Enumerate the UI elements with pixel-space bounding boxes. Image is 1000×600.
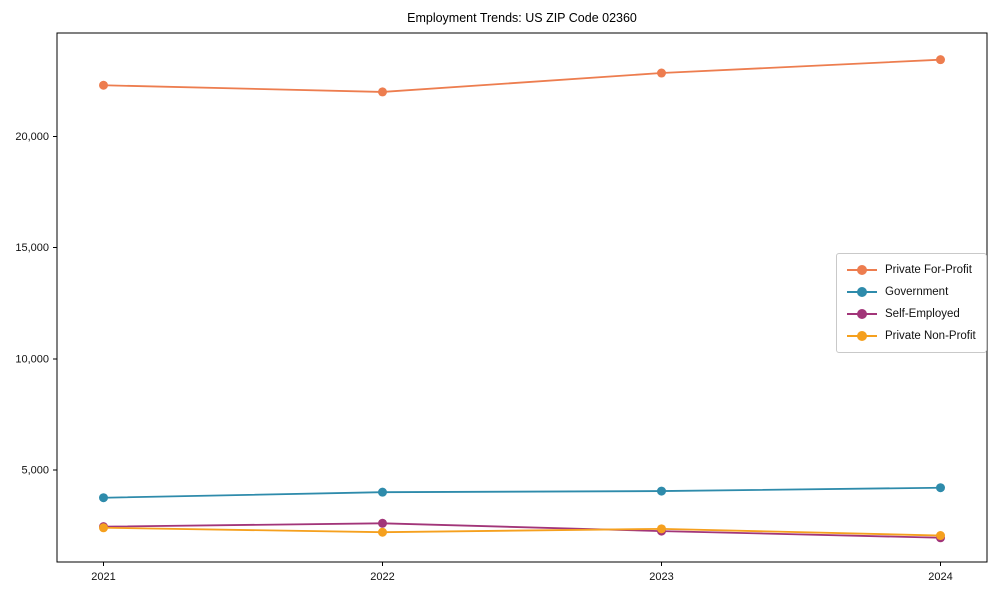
legend-label: Self-Employed [885, 308, 960, 320]
y-tick-label: 5,000 [21, 464, 49, 476]
series-line-government [103, 486, 941, 499]
data-point-private-for-profit-2021 [99, 80, 108, 90]
legend-label: Private For-Profit [885, 264, 972, 276]
y-tick-label: 10,000 [15, 353, 49, 365]
y-tick-label: 15,000 [15, 242, 49, 254]
data-point-private-non-profit-2023 [657, 524, 666, 534]
legend-item-self-employed: Self-Employed [847, 305, 976, 323]
chart-title: Employment Trends: US ZIP Code 02360 [407, 11, 637, 25]
legend-marker-private-non-profit [847, 329, 877, 343]
legend-item-government: Government [847, 283, 976, 301]
legend-item-private-non-profit: Private Non-Profit [847, 327, 976, 345]
data-point-government-2023 [657, 486, 666, 496]
legend-label: Government [885, 286, 949, 298]
legend: Private For-Profit Government Self-Employe… [836, 253, 987, 353]
legend-label: Private Non-Profit [885, 330, 976, 342]
plot-area [56, 32, 988, 563]
data-point-government-2022 [378, 487, 387, 497]
legend-marker-self-employed [847, 307, 877, 321]
data-point-private-non-profit-2024 [936, 531, 945, 541]
data-point-private-for-profit-2023 [657, 68, 666, 78]
y-tick-label: 20,000 [15, 131, 49, 143]
data-point-government-2024 [936, 483, 945, 493]
data-point-government-2021 [99, 493, 108, 503]
series-line-private-non-profit [103, 526, 941, 537]
x-tick-label: 2024 [928, 571, 952, 583]
data-point-private-non-profit-2021 [99, 523, 108, 533]
data-point-self-employed-2022 [378, 518, 387, 528]
data-point-private-for-profit-2022 [378, 87, 387, 97]
data-point-private-non-profit-2022 [378, 527, 387, 537]
legend-marker-government [847, 285, 877, 299]
series-line-self-employed [103, 522, 941, 539]
x-tick-label: 2023 [649, 571, 673, 583]
data-point-private-for-profit-2024 [936, 55, 945, 65]
legend-marker-private-for-profit [847, 263, 877, 277]
legend-item-private-for-profit: Private For-Profit [847, 261, 976, 279]
x-tick-label: 2022 [370, 571, 394, 583]
series-line-private-for-profit [103, 58, 941, 93]
x-tick-label: 2021 [91, 571, 115, 583]
